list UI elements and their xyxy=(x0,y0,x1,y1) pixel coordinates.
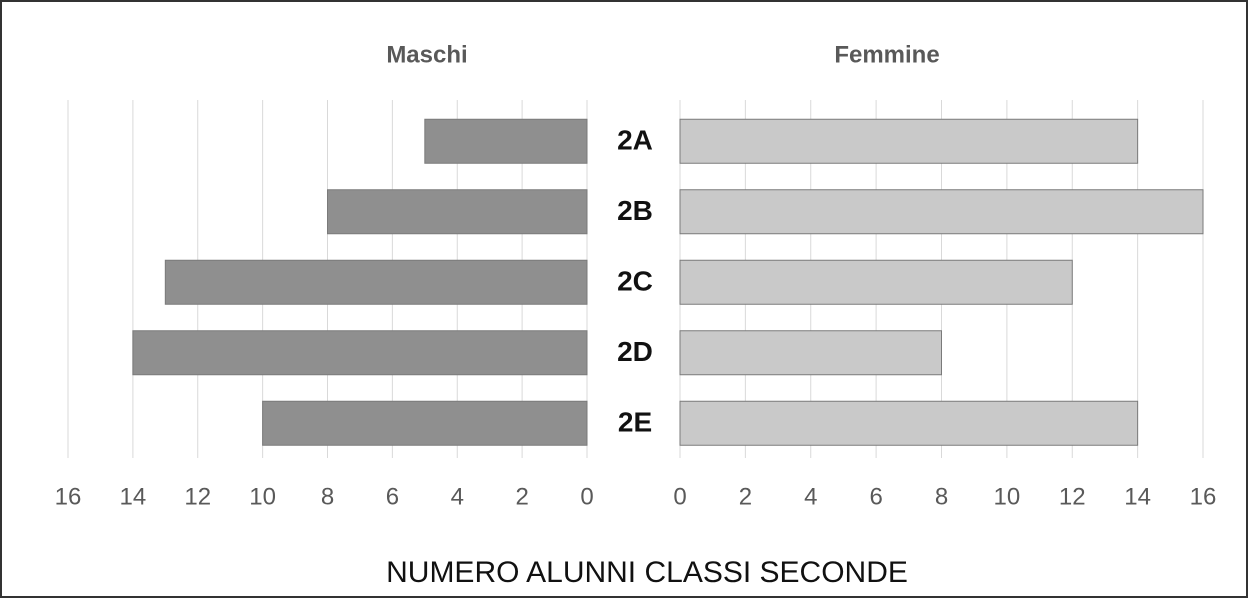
bar xyxy=(679,330,942,376)
category-label: 2E xyxy=(618,407,652,438)
bar xyxy=(164,259,588,305)
x-tick-label: 8 xyxy=(321,483,334,510)
x-tick-label: 14 xyxy=(120,483,147,510)
x-tick-label: 12 xyxy=(1059,483,1086,510)
x-tick-label: 0 xyxy=(673,483,686,510)
x-tick-label: 16 xyxy=(55,483,82,510)
category-label: 2A xyxy=(617,125,653,156)
bar xyxy=(679,400,1139,446)
series-label: Maschi xyxy=(386,41,467,68)
bar xyxy=(679,118,1139,164)
x-tick-label: 2 xyxy=(515,483,528,510)
series-label: Femmine xyxy=(834,41,939,68)
bar xyxy=(132,330,588,376)
x-tick-label: 10 xyxy=(994,483,1021,510)
category-label: 2D xyxy=(617,336,653,367)
x-tick-label: 6 xyxy=(869,483,882,510)
bar xyxy=(679,189,1204,235)
category-label: 2B xyxy=(617,195,653,226)
x-tick-label: 4 xyxy=(451,483,464,510)
category-label: 2C xyxy=(617,266,653,297)
x-tick-label: 6 xyxy=(386,483,399,510)
x-tick-label: 4 xyxy=(804,483,817,510)
bar xyxy=(424,118,588,164)
x-tick-label: 0 xyxy=(580,483,593,510)
chart-title: NUMERO ALUNNI CLASSI SECONDE xyxy=(386,556,908,589)
x-tick-label: 10 xyxy=(249,483,276,510)
x-tick-label: 8 xyxy=(935,483,948,510)
bar xyxy=(327,189,588,235)
x-tick-label: 2 xyxy=(739,483,752,510)
x-tick-label: 14 xyxy=(1124,483,1151,510)
x-tick-label: 12 xyxy=(184,483,211,510)
x-tick-label: 16 xyxy=(1190,483,1217,510)
bar xyxy=(262,400,588,446)
bar xyxy=(679,259,1073,305)
